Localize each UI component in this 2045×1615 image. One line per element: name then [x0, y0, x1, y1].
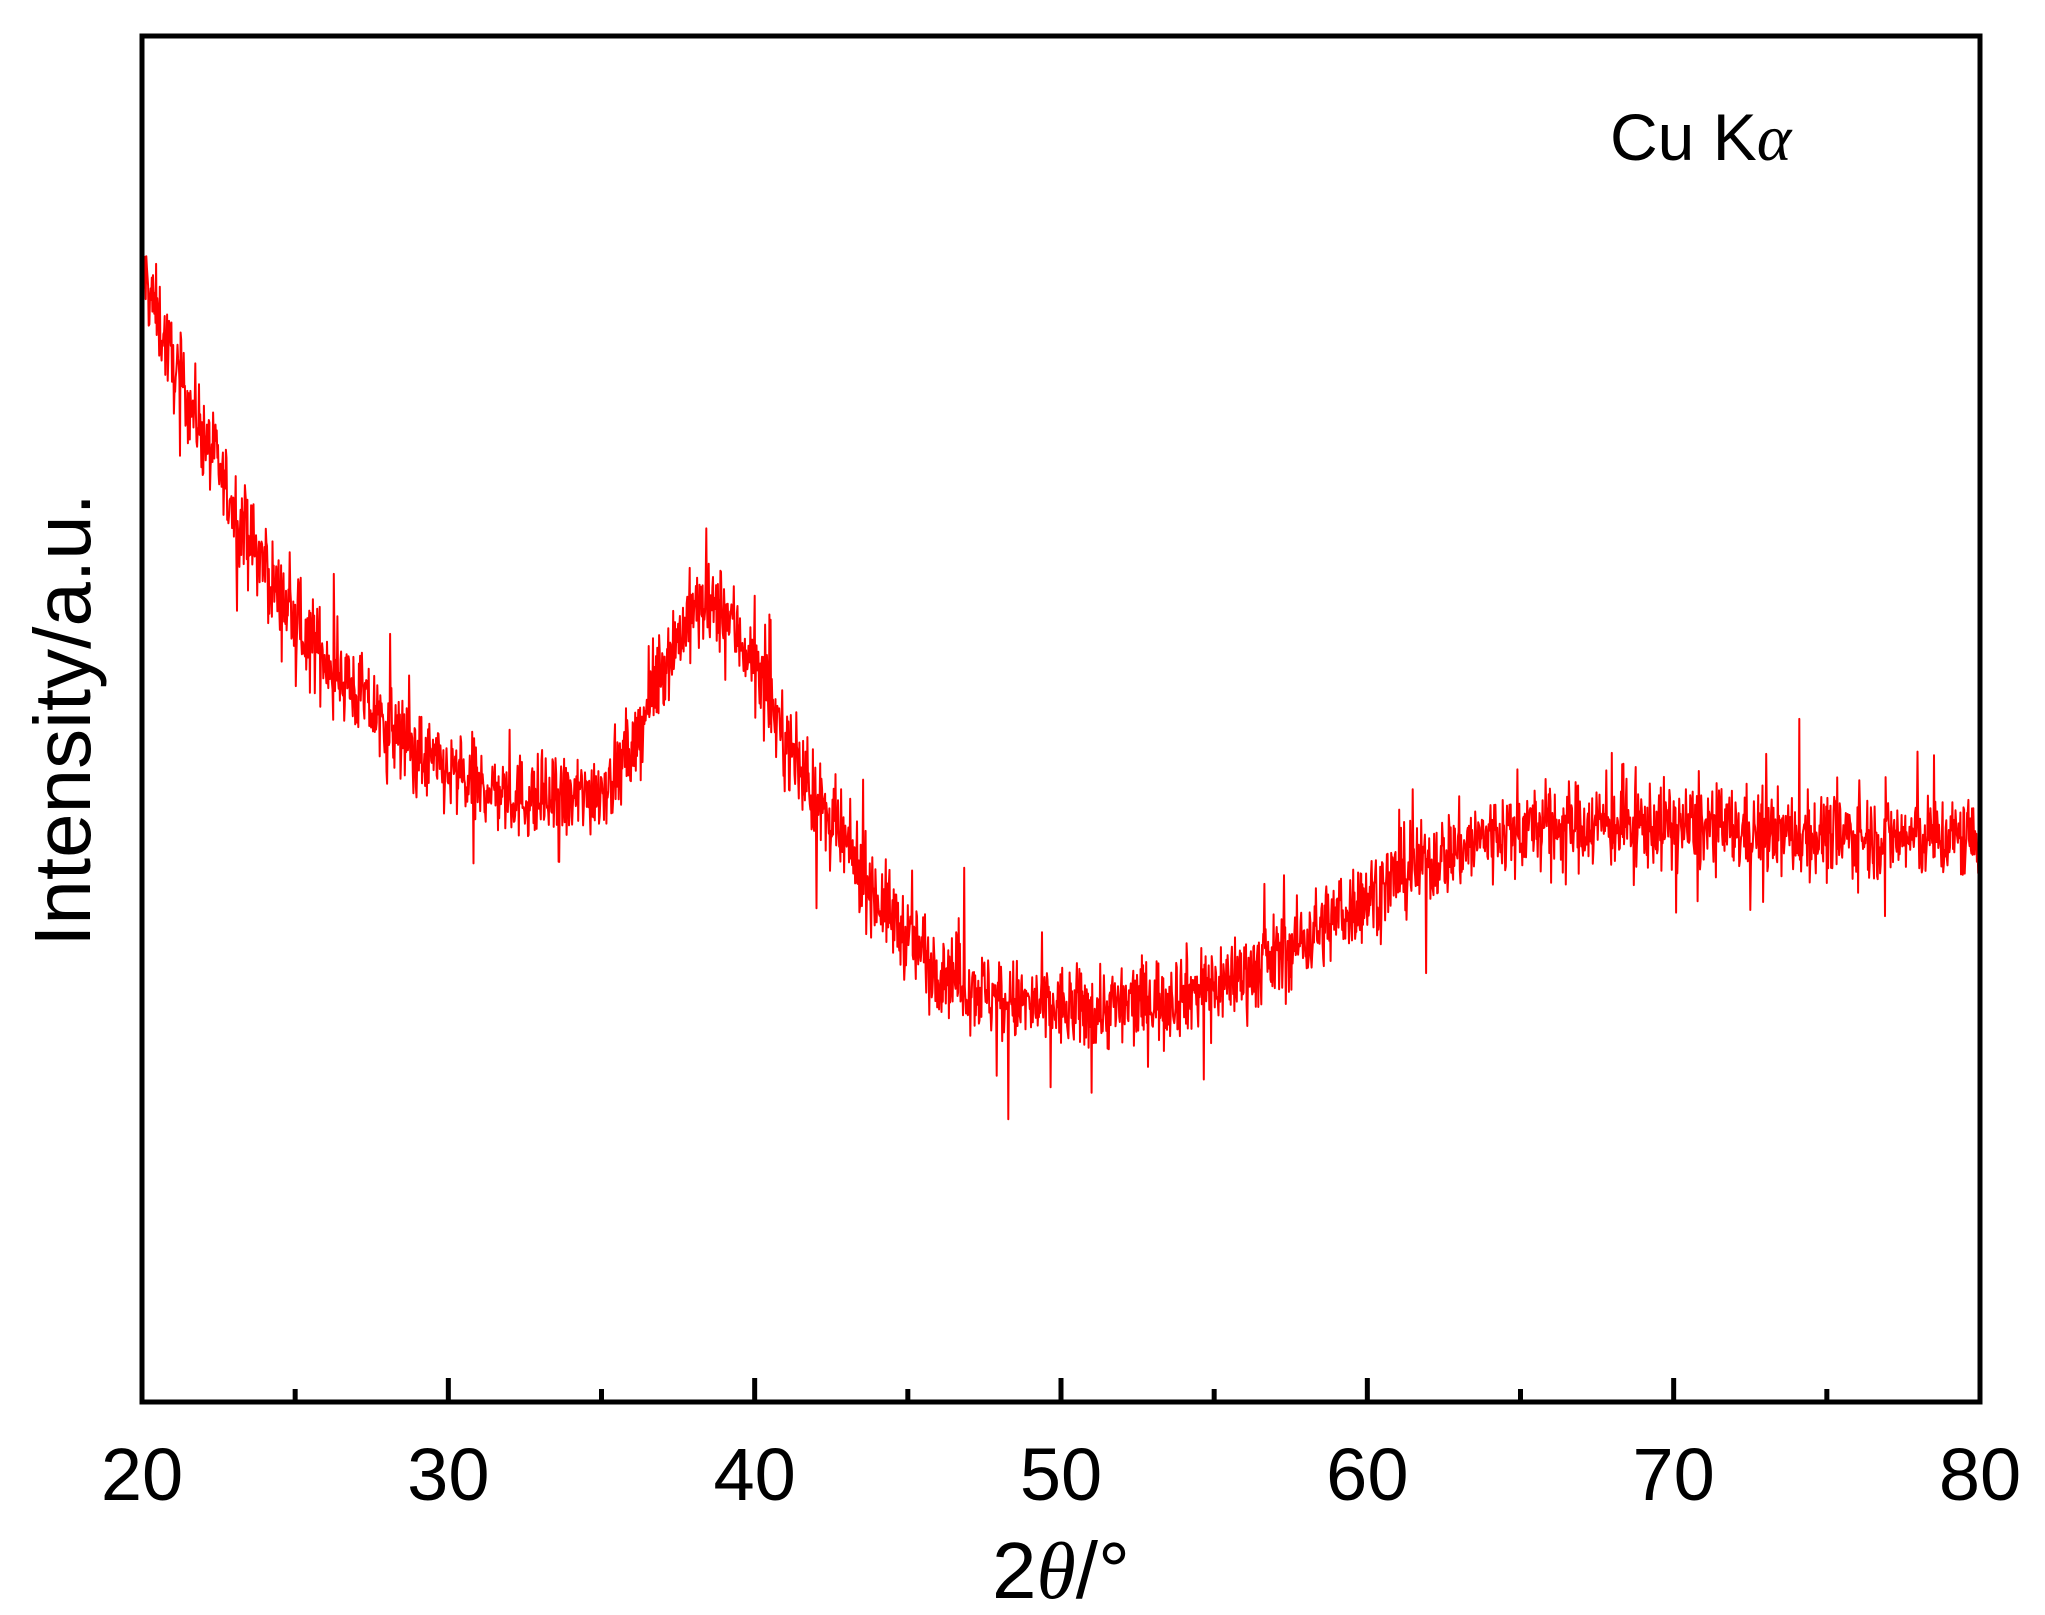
x-tick-label: 30 [407, 1433, 489, 1516]
x-axis-tick-labels: 20 30 40 50 60 70 80 [101, 1433, 2021, 1516]
x-axis-label-unit: /° [1076, 1526, 1130, 1615]
series-layer [142, 246, 1980, 1121]
x-tick-label: 40 [714, 1433, 796, 1516]
x-tick-label: 80 [1939, 1433, 2021, 1516]
plot-frame [139, 33, 1983, 1405]
x-tick-label: 50 [1020, 1433, 1102, 1516]
theta-symbol: θ [1036, 1528, 1075, 1615]
x-axis-label-prefix: 2 [992, 1526, 1037, 1615]
x-tick-label: 70 [1633, 1433, 1715, 1516]
x-axis-ticks [139, 1378, 1983, 1402]
x-tick-label: 60 [1326, 1433, 1408, 1516]
x-axis-label: 2θ/° [992, 1526, 1130, 1615]
annotation-text: Cu K [1610, 100, 1757, 174]
radiation-annotation: Cu Kα [1610, 100, 1793, 175]
alpha-symbol: α [1757, 102, 1793, 175]
x-tick-label: 20 [101, 1433, 183, 1516]
xrd-series-line [142, 246, 1980, 1121]
y-axis-label: Intensity/a.u. [18, 493, 107, 947]
